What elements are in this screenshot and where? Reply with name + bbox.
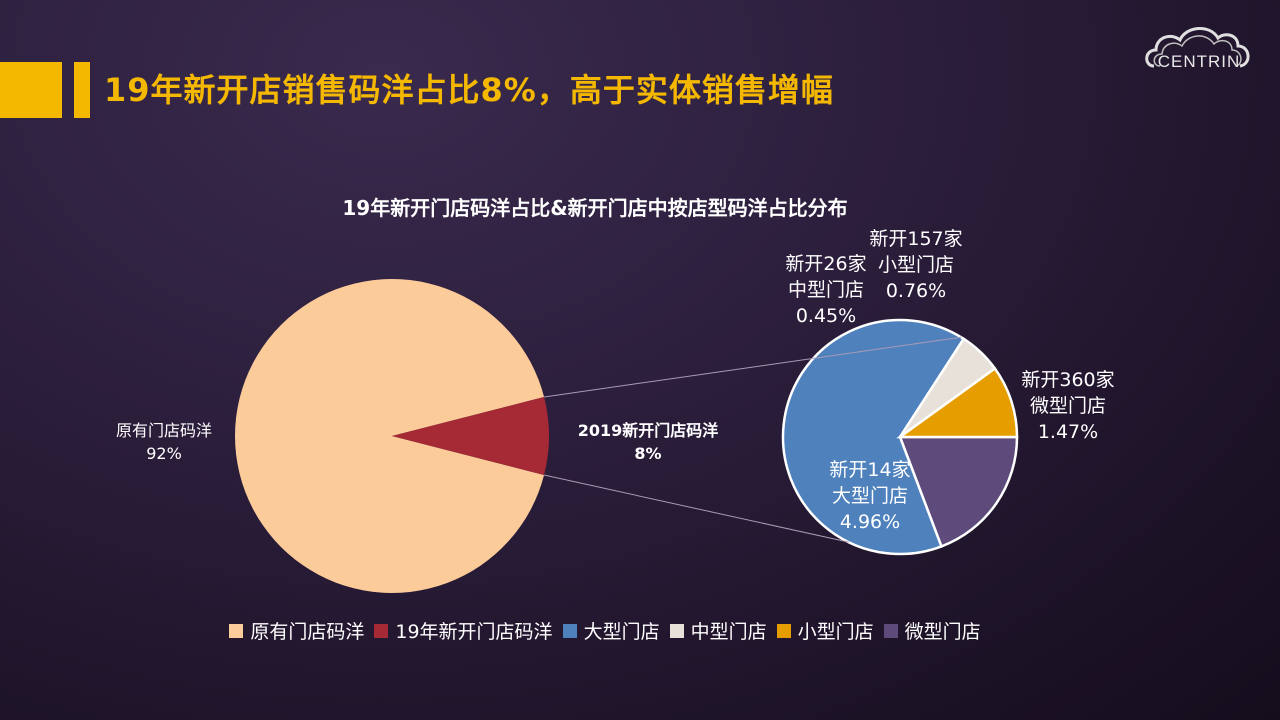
legend-item-3: 大型门店 bbox=[562, 617, 660, 644]
breakdown-label-small-2: 小型门店 bbox=[878, 254, 954, 276]
main-pie-slice-existing bbox=[235, 279, 545, 593]
breakdown-label-large-1: 新开14家 bbox=[829, 459, 910, 481]
legend-label: 原有门店码洋 bbox=[250, 621, 365, 643]
legend-label: 19年新开门店码洋 bbox=[395, 621, 553, 643]
breakdown-label-medium-2: 中型门店 bbox=[788, 279, 864, 301]
legend-swatch bbox=[776, 623, 791, 638]
legend-item-2: 19年新开门店码洋 bbox=[374, 617, 553, 644]
legend-item-4: 中型门店 bbox=[669, 617, 767, 644]
breakdown-label-large-3: 4.96% bbox=[840, 511, 900, 533]
main-value-existing: 92% bbox=[146, 444, 182, 463]
legend-swatch bbox=[669, 623, 684, 638]
slide-title: 19年新开店销售码洋占比8%，高于实体销售增幅 bbox=[104, 71, 834, 109]
legend-label: 小型门店 bbox=[797, 621, 874, 643]
legend-label: 微型门店 bbox=[904, 621, 981, 643]
breakdown-slice-micro bbox=[898, 435, 1019, 549]
legend-item-1: 原有门店码洋 bbox=[229, 617, 364, 644]
legend-item-5: 小型门店 bbox=[776, 617, 874, 644]
legend-swatch bbox=[883, 623, 898, 638]
cloud-logo-icon bbox=[1145, 27, 1250, 68]
breakdown-label-small-3: 0.76% bbox=[886, 280, 946, 302]
legend-swatch bbox=[374, 623, 389, 638]
legend-item-6: 微型门店 bbox=[883, 617, 981, 644]
breakdown-label-micro-1: 新开360家 bbox=[1021, 369, 1114, 391]
breakdown-slice-large bbox=[781, 318, 966, 556]
legend-label: 大型门店 bbox=[583, 621, 660, 643]
legend-label: 中型门店 bbox=[690, 621, 767, 643]
chart-title: 19年新开门店码洋占比&新开门店中按店型码洋占比分布 bbox=[342, 196, 848, 220]
breakdown-label-medium-3: 0.45% bbox=[796, 305, 856, 327]
breakdown-label-medium-1: 新开26家 bbox=[785, 253, 866, 275]
breakdown-label-micro-3: 1.47% bbox=[1038, 421, 1098, 443]
legend-swatch bbox=[562, 623, 577, 638]
chart-legend: 原有门店码洋 19年新开门店码洋 大型门店 中型门店 小型门店 微型门店 bbox=[0, 617, 1210, 644]
main-label-existing: 原有门店码洋 bbox=[116, 421, 212, 440]
breakdown-slice-small bbox=[896, 366, 1019, 439]
breakdown-label-small-1: 新开157家 bbox=[869, 228, 962, 250]
title-accent-bar bbox=[74, 62, 90, 118]
connector-line-top bbox=[543, 336, 962, 398]
legend-swatch bbox=[229, 623, 244, 638]
logo-text: CENTRIN bbox=[1157, 52, 1241, 71]
main-value-new: 8% bbox=[634, 444, 661, 463]
main-label-new: 2019新开门店码洋 bbox=[578, 421, 719, 440]
breakdown-label-large-2: 大型门店 bbox=[832, 485, 908, 507]
breakdown-label-micro-2: 微型门店 bbox=[1030, 395, 1106, 417]
title-accent-block bbox=[0, 62, 62, 118]
connector-line-bottom bbox=[543, 474, 849, 543]
main-pie-slice-new bbox=[392, 396, 550, 476]
